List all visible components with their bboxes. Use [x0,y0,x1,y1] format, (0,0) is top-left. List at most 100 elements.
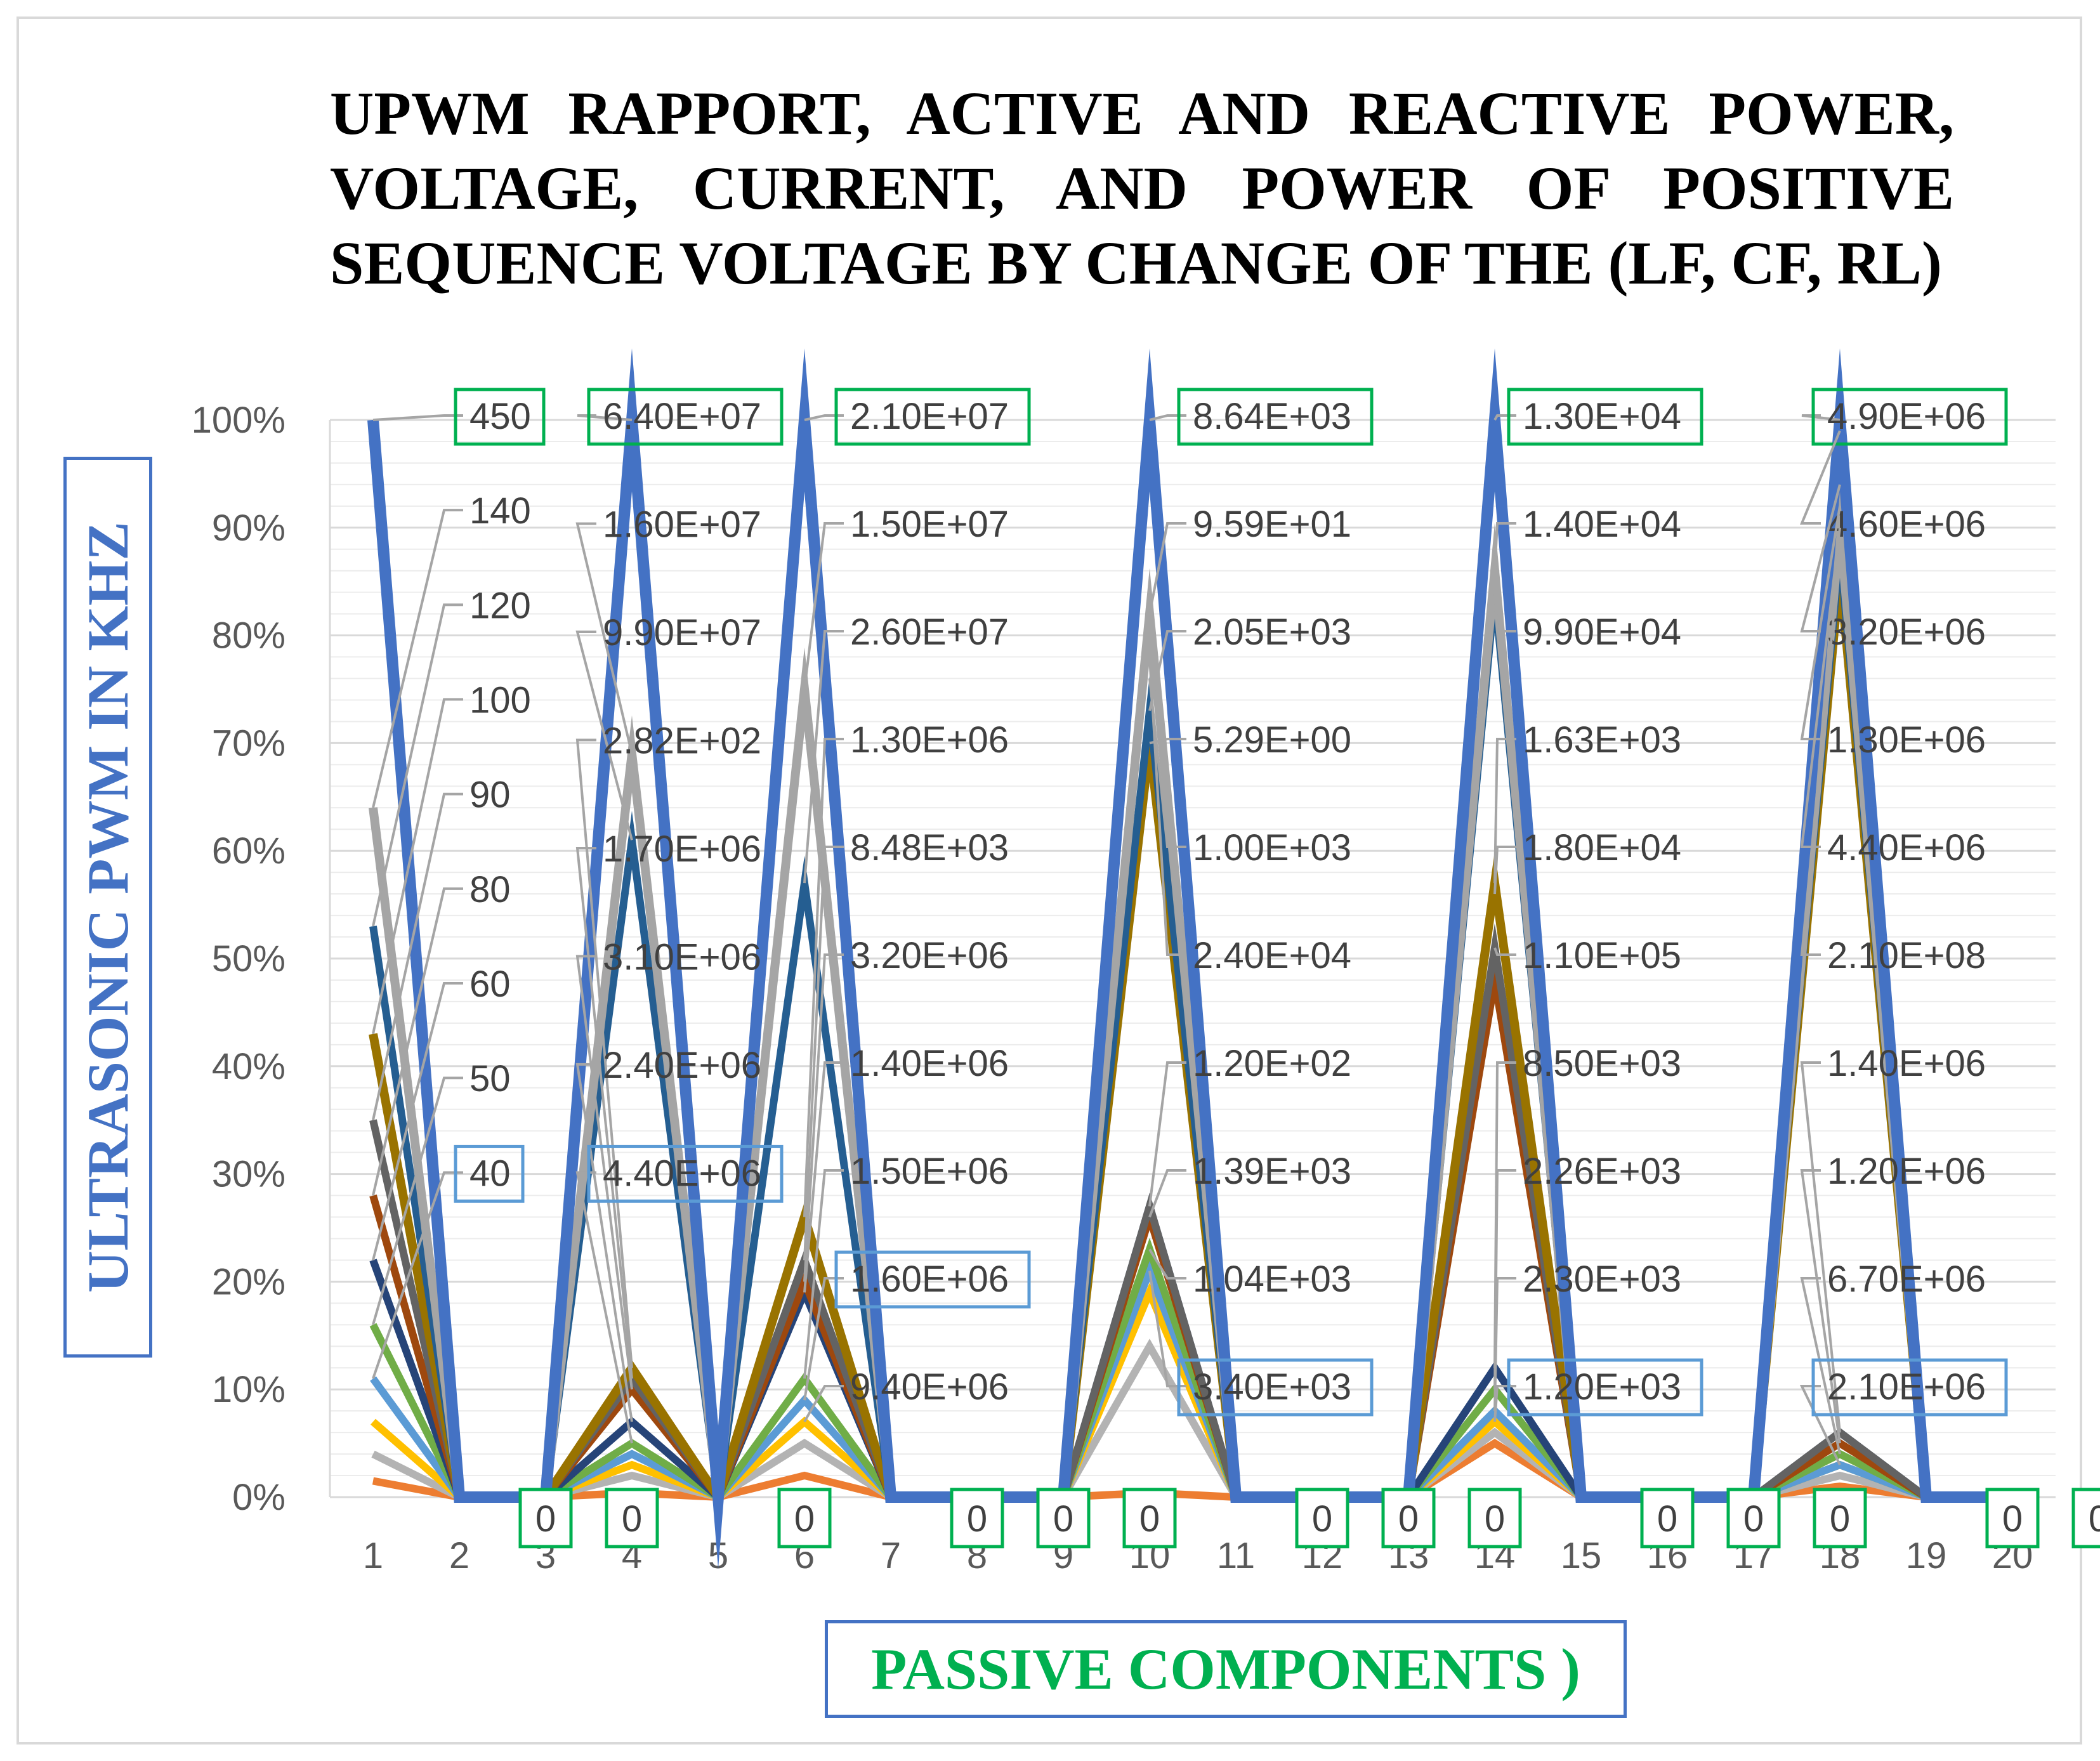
leader-line [803,1169,844,1379]
leader-line [372,887,463,1196]
y-tick-label: 30% [212,1154,285,1195]
zero-label-box [1036,1488,1091,1548]
data-label: 2.10E+08 [1827,935,1986,976]
x-tick-label: 11 [1217,1535,1255,1576]
data-label: 1.50E+06 [850,1151,1009,1192]
leader-line [1800,430,1841,525]
data-label: 3.20E+06 [850,935,1009,976]
zero-label: 0 [535,1498,556,1540]
zero-label: 0 [622,1498,642,1540]
leader-line [1148,657,1186,956]
data-label: 1.80E+04 [1523,827,1681,868]
data-label: 1.30E+06 [1827,719,1986,761]
leader-line [372,792,463,1121]
data-label: 3.10E+06 [603,936,761,978]
y-tick-label: 90% [212,507,285,549]
data-label: 2.40E+06 [603,1045,761,1086]
data-label: 1.39E+03 [1193,1151,1351,1192]
y-tick-label: 10% [212,1369,285,1410]
x-axis-title-box: PASSIVE COMPONENTS ) [825,1620,1627,1718]
data-label: 2.30E+03 [1523,1259,1681,1300]
data-label: 1.50E+07 [850,504,1009,545]
y-tick-label: 80% [212,615,285,657]
data-label: 90 [469,775,511,816]
data-label: 9.90E+07 [603,612,761,653]
leader-line [1493,522,1516,571]
data-label: 1.60E+06 [850,1259,1009,1300]
leader-line [372,1077,463,1325]
zero-label-box [1985,1488,2040,1548]
data-label: 1.40E+04 [1523,504,1681,545]
leader-line [1148,522,1186,615]
data-label: 2.10E+06 [1827,1366,1986,1408]
zero-label: 0 [967,1498,987,1540]
leader-line [1800,549,1841,956]
data-label: 450 [469,396,531,437]
data-label: 3.40E+03 [1193,1366,1351,1408]
leader-line [803,630,844,884]
data-label: 1.20E+06 [1827,1151,1986,1192]
zero-label-box [1467,1488,1522,1548]
data-label: 2.60E+07 [850,612,1009,653]
leader-line [1148,678,1186,848]
zero-label-box [2071,1488,2100,1548]
leader-line [372,603,463,927]
leader-line [803,1385,844,1423]
data-label: 2.82E+02 [603,720,761,761]
data-label-box [587,1144,784,1203]
data-label: 6.40E+07 [603,396,761,437]
data-label: 9.59E+01 [1193,504,1351,545]
x-tick-label: 7 [881,1535,901,1576]
zero-label: 0 [1053,1498,1073,1540]
data-label: 1.20E+02 [1193,1043,1351,1084]
y-tick-label: 20% [212,1261,285,1302]
leader-line [575,522,633,754]
data-label-box [834,1250,1031,1309]
data-label: 100 [469,680,531,721]
leader-line [1800,1061,1841,1433]
leader-line [803,522,844,690]
data-label: 1.63E+03 [1523,719,1681,761]
data-label: 2.10E+07 [850,396,1009,437]
data-label: 8.50E+03 [1523,1043,1681,1084]
zero-label: 0 [1830,1498,1850,1540]
data-label: 1.10E+05 [1523,935,1681,976]
x-tick-label: 2 [449,1535,469,1576]
data-label: 1.70E+06 [603,828,761,870]
zero-label: 0 [1485,1498,1505,1540]
leader-line [372,982,463,1260]
leader-line [1148,630,1186,711]
zero-label-box [1640,1488,1695,1548]
x-tick-label: 19 [1906,1535,1947,1576]
leader-line [1800,527,1841,848]
leader-line [1493,846,1516,894]
data-label: 140 [469,490,531,532]
x-tick-label: 1 [363,1535,383,1576]
data-label: 1.30E+04 [1523,396,1681,437]
zero-label-box [1726,1488,1781,1548]
leader-line [1148,1061,1186,1207]
data-label: 9.90E+04 [1523,612,1681,653]
zero-label-box [518,1488,573,1548]
data-label: 40 [469,1153,511,1194]
data-label: 2.05E+03 [1193,612,1351,653]
data-label: 1.40E+06 [1827,1043,1986,1084]
data-label: 4.40E+06 [1827,827,1986,868]
leader-line [803,953,844,1282]
leader-line [1800,1277,1841,1455]
data-label-box [1507,388,1703,446]
data-label: 8.48E+03 [850,827,1009,868]
data-label: 1.60E+07 [603,504,761,545]
leader-line [1493,947,1516,956]
data-label: 4.40E+06 [603,1153,761,1194]
data-label: 6.70E+06 [1827,1259,1986,1300]
data-label: 2.40E+04 [1193,935,1351,976]
x-tick-label: 15 [1561,1535,1602,1576]
leader-line [1148,1169,1186,1218]
data-label: 80 [469,869,511,910]
y-tick-label: 60% [212,830,285,872]
data-label-box [1811,388,2008,446]
x-axis-title: PASSIVE COMPONENTS ) [871,1637,1580,1701]
leader-line [575,1063,633,1422]
